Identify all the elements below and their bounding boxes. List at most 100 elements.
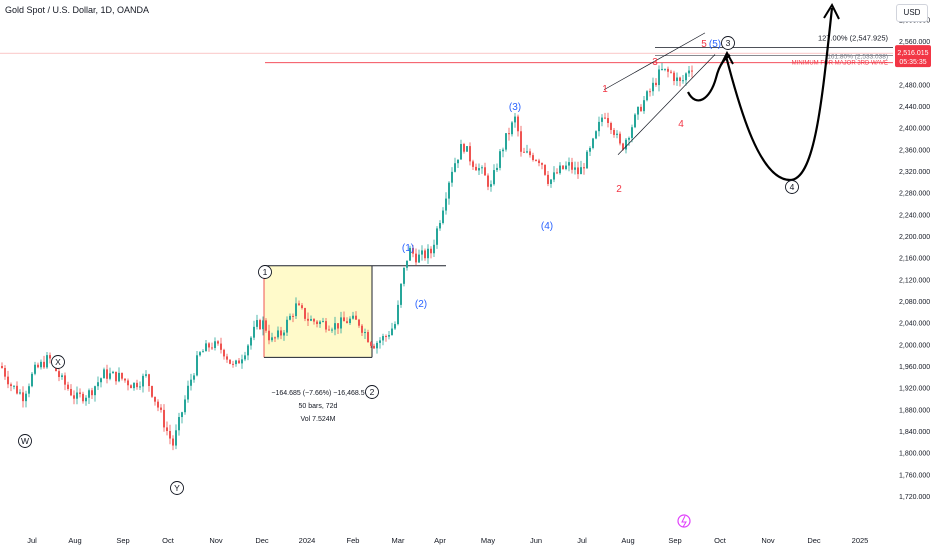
candle-body (148, 374, 150, 387)
candle-body (43, 361, 45, 368)
candle-body (289, 315, 291, 320)
candle-body (397, 304, 399, 325)
candle-body (406, 260, 408, 268)
candle-body (124, 378, 126, 381)
candle-body (685, 73, 687, 81)
candle-body (37, 364, 39, 368)
wave-red-2: 2 (616, 184, 622, 195)
candle-body (370, 342, 372, 346)
candle-body (445, 198, 447, 211)
candle-body (385, 336, 387, 338)
candle-body (139, 386, 141, 388)
candle-body (19, 392, 21, 394)
candle-body (541, 163, 543, 165)
projection-arrowhead-a (720, 50, 734, 66)
x-tick-label: Dec (255, 536, 269, 545)
wedge-lower (617, 54, 716, 155)
candle-body (229, 359, 231, 364)
candle-body (319, 321, 321, 325)
wave-paren-4: (4) (541, 221, 553, 232)
candle-body (523, 151, 525, 153)
candle-body (46, 355, 48, 368)
y-tick-label: 2,080.000 (899, 299, 930, 306)
candle-body (532, 155, 534, 161)
candle-body (457, 159, 459, 164)
candle-body (529, 151, 531, 156)
candle-body (391, 328, 393, 336)
candle-body (511, 122, 513, 135)
candle-body (25, 393, 27, 402)
candle-body (355, 315, 357, 320)
candle-body (652, 82, 654, 92)
candle-body (136, 382, 138, 388)
wave-circle-4: 4 (790, 182, 795, 192)
candle-body (415, 253, 417, 263)
candle-body (358, 319, 360, 326)
currency-button[interactable]: USD (896, 4, 928, 22)
candle-body (550, 179, 552, 184)
candle-body (520, 131, 522, 152)
candle-body (640, 106, 642, 112)
candle-body (256, 320, 258, 327)
candle-body (190, 379, 192, 386)
candle-body (565, 165, 567, 170)
candle-body (106, 369, 108, 379)
price-badge (895, 45, 931, 68)
candle-body (568, 162, 570, 166)
wave-red-4: 4 (678, 119, 684, 130)
candle-body (325, 321, 327, 330)
x-tick-label: Nov (209, 536, 223, 545)
projection-arrowhead-b (823, 2, 840, 20)
candle-body (211, 347, 213, 349)
candle-body (88, 390, 90, 398)
wave-circle-4-circle (785, 180, 799, 194)
x-tick-label: Jul (27, 536, 37, 545)
wave-circle-2-circle (365, 385, 379, 399)
candle-body (364, 332, 366, 334)
wave-X-circle (51, 355, 65, 369)
candle-body (448, 182, 450, 199)
candle-body (94, 386, 96, 396)
candle-body (577, 167, 579, 175)
candle-body (13, 385, 15, 387)
candle-body (130, 385, 132, 389)
candle-body (223, 349, 225, 357)
candle-body (544, 164, 546, 175)
candle-body (400, 283, 402, 305)
candle-body (571, 162, 573, 170)
wave-red-3: 3 (652, 57, 658, 68)
candle-body (109, 373, 111, 379)
wave-circle-3: 3 (726, 38, 731, 48)
candle-body (367, 332, 369, 343)
wave-circle-1: 1 (263, 267, 268, 277)
candle-body (442, 210, 444, 223)
candle-body (427, 248, 429, 259)
candle-body (682, 80, 684, 82)
price-badge-countdown: 05:35:35 (899, 59, 926, 66)
candle-body (526, 151, 528, 153)
candle-body (517, 116, 519, 132)
candle-body (199, 352, 201, 356)
candle-body (631, 127, 633, 138)
candle-body (463, 144, 465, 152)
candle-body (193, 375, 195, 380)
y-tick-label: 1,840.000 (899, 429, 930, 436)
candle-body (238, 360, 240, 364)
candle-body (70, 388, 72, 396)
candle-body (166, 427, 168, 432)
y-tick-label: 2,440.000 (899, 104, 930, 111)
candle-body (658, 69, 660, 86)
candle-body (10, 384, 12, 387)
y-tick-label: 2,360.000 (899, 147, 930, 154)
candle-body (676, 77, 678, 82)
wedge-upper (603, 32, 706, 91)
candle-body (484, 167, 486, 176)
candle-body (241, 359, 243, 364)
fib-127-label: 127.00% (2,547.925) (818, 34, 889, 43)
candle-body (220, 343, 222, 350)
y-tick-label: 2,040.000 (899, 321, 930, 328)
candle-body (661, 68, 663, 70)
candle-body (79, 392, 81, 394)
